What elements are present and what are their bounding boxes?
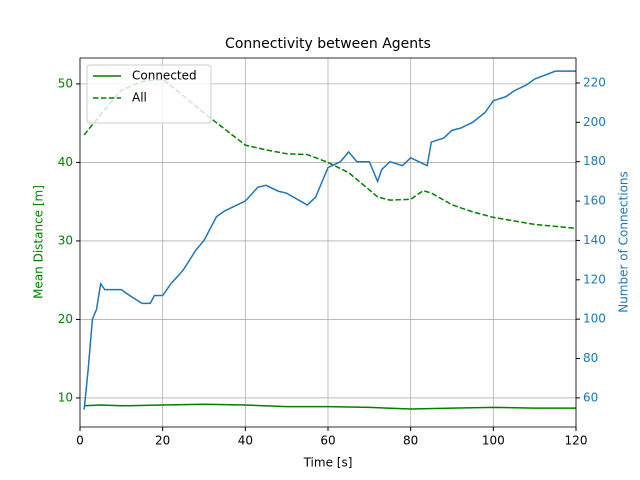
y2-tick-label: 140 bbox=[583, 233, 606, 247]
y-tick-label: 30 bbox=[58, 233, 73, 247]
x-tick-label: 60 bbox=[320, 434, 335, 448]
x-tick-label: 0 bbox=[76, 434, 84, 448]
plot-frame bbox=[79, 57, 577, 428]
y-tick-label: 50 bbox=[58, 76, 73, 90]
y-tick-label: 20 bbox=[58, 312, 73, 326]
chart-title: Connectivity between Agents bbox=[225, 36, 431, 52]
y-tick-label: 10 bbox=[58, 390, 73, 404]
legend-label: Connected bbox=[132, 69, 197, 83]
y2-tick-label: 60 bbox=[583, 390, 598, 404]
y2-tick-label: 180 bbox=[583, 154, 606, 168]
y2-tick-label: 220 bbox=[583, 75, 606, 89]
y-tick-label: 40 bbox=[58, 155, 73, 169]
x-axis-label: Time [s] bbox=[303, 456, 353, 470]
data-line bbox=[84, 403, 576, 410]
y2-tick-label: 80 bbox=[583, 351, 598, 365]
y2-axis-label: Number of Connections bbox=[617, 171, 631, 313]
x-tick-label: 40 bbox=[238, 434, 253, 448]
legend-box bbox=[86, 64, 212, 124]
x-tick-label: 80 bbox=[403, 434, 418, 448]
y2-tick-label: 100 bbox=[583, 312, 606, 326]
legend: Connected All bbox=[86, 64, 212, 124]
legend-label: All bbox=[132, 91, 147, 105]
y2-tick-label: 160 bbox=[583, 194, 606, 208]
y-axis-label: Mean Distance [m] bbox=[32, 185, 46, 299]
y2-tick-label: 200 bbox=[583, 115, 606, 129]
x-tick-label: 120 bbox=[565, 434, 588, 448]
data-line bbox=[83, 70, 576, 410]
x-tick-label: 20 bbox=[155, 434, 170, 448]
x-tick-label: 100 bbox=[482, 434, 505, 448]
y2-tick-label: 120 bbox=[583, 272, 606, 286]
